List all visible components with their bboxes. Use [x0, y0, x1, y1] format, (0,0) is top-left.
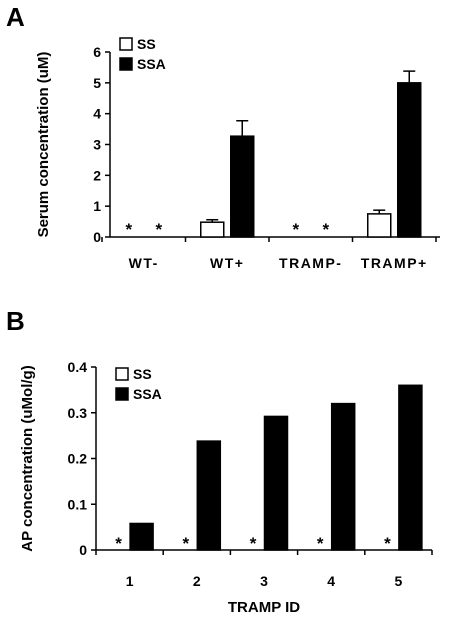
y-tick-label: 0.1	[68, 496, 88, 512]
x-category-label: 1	[126, 573, 134, 589]
x-category-label: WT+	[210, 255, 244, 271]
y-tick-label: 3	[93, 137, 101, 153]
legend-label-ss: SS	[137, 36, 156, 52]
x-category-label: WT-	[129, 255, 159, 271]
ssa-bar	[129, 522, 154, 551]
panel-a-letter: A	[6, 2, 25, 32]
not-detected-star: *	[115, 534, 122, 553]
y-tick-label: 2	[93, 167, 101, 183]
not-detected-star: *	[322, 220, 329, 239]
y-tick-label: 0	[93, 229, 101, 245]
y-axis-label: AP concentration (uMol/g)	[19, 365, 36, 551]
ssa-bar	[230, 135, 255, 238]
y-tick-label: 6	[93, 44, 101, 60]
panel-b-letter: B	[6, 306, 25, 336]
y-tick-label: 0.3	[68, 405, 88, 421]
legend-swatch-ss	[115, 367, 129, 381]
x-axis-label: TRAMP ID	[228, 599, 300, 616]
not-detected-star: *	[317, 534, 324, 553]
ssa-bar	[397, 82, 422, 238]
not-detected-star: *	[384, 534, 391, 553]
x-category-label: 3	[260, 573, 268, 589]
legend-swatch-ss	[119, 37, 133, 51]
not-detected-star: *	[292, 220, 299, 239]
x-category-label: TRAMP+	[361, 255, 428, 271]
x-category-label: TRAMP-	[279, 255, 342, 271]
x-category-label: 5	[395, 573, 403, 589]
y-tick-label: 0.2	[68, 451, 88, 467]
panel-a-chart: 0 1 2 3 4 5 6 WT- WT+ TRAMP- TRAMP+ * * * * SS SSA Serum …	[35, 36, 440, 271]
y-tick-label: 5	[93, 75, 101, 91]
ssa-bar	[196, 440, 222, 551]
y-axis-label: Serum concentration (uM)	[35, 52, 52, 238]
y-tick-label: 4	[93, 106, 101, 122]
ss-bar	[367, 213, 392, 238]
y-tick-label: 0	[79, 542, 87, 558]
x-category-label: 2	[193, 573, 201, 589]
legend-swatch-ssa	[115, 387, 129, 401]
panel-b-chart: 0 0.1 0.2 0.3 0.4 1 2 3 4 5 * * * * * SS SSA AP concentra…	[19, 359, 433, 616]
legend-swatch-ssa	[119, 57, 133, 71]
not-detected-star: *	[250, 534, 257, 553]
legend-label-ssa: SSA	[137, 56, 166, 72]
x-category-label: 4	[327, 573, 335, 589]
legend-label-ss: SS	[133, 366, 152, 382]
ssa-bar	[398, 384, 423, 551]
y-tick-label: 1	[93, 198, 101, 214]
ss-bar	[200, 221, 225, 238]
y-tick-label: 0.4	[68, 359, 88, 375]
not-detected-star: *	[182, 534, 189, 553]
not-detected-star: *	[155, 220, 162, 239]
legend-label-ssa: SSA	[133, 386, 162, 402]
ssa-bar	[263, 415, 289, 551]
ssa-bar	[330, 402, 356, 551]
not-detected-star: *	[125, 220, 132, 239]
